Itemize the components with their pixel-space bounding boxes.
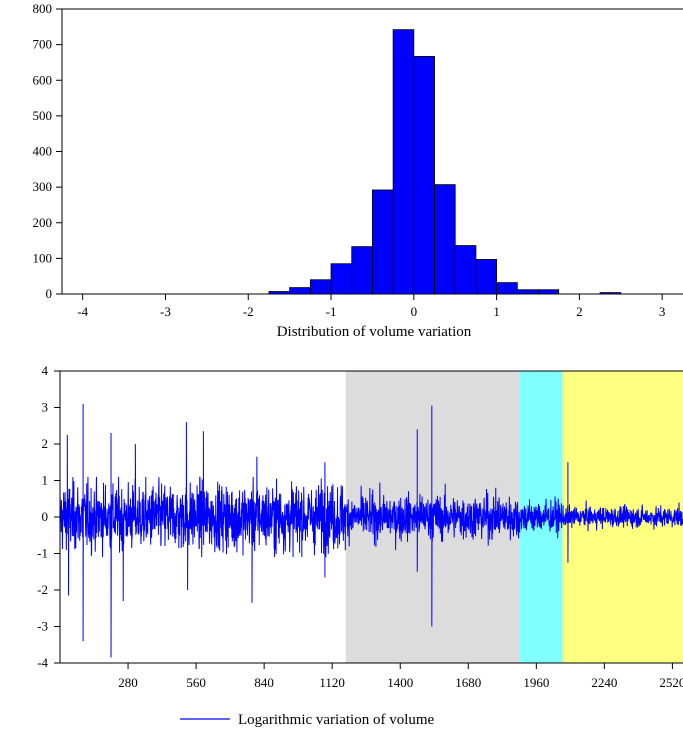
x-tick-label: 280 xyxy=(118,675,138,690)
histogram-bar xyxy=(496,282,518,295)
y-tick-label: -3 xyxy=(37,619,48,634)
y-tick-label: 400 xyxy=(33,144,53,159)
histogram-bar xyxy=(537,289,560,295)
histogram-bar xyxy=(372,189,394,295)
x-tick-label: -3 xyxy=(160,304,171,319)
timeseries-x-axis: 280 560 840 1120 1400 1680 1960 2240 2520 xyxy=(118,663,683,690)
histogram-bar xyxy=(351,246,373,295)
y-tick-label: -4 xyxy=(37,655,48,670)
x-tick-label: 840 xyxy=(254,675,274,690)
series-line xyxy=(59,403,683,658)
histogram-bar xyxy=(454,245,477,295)
histogram-bar xyxy=(392,29,415,295)
histogram-chart: 0 100 200 300 400 500 600 700 800 -4 -3 -2 -1 0 1 2 3 D… xyxy=(33,1,683,340)
x-tick-label: -2 xyxy=(243,304,254,319)
x-tick-label: 1120 xyxy=(319,675,345,690)
x-tick-label: 560 xyxy=(186,675,206,690)
y-tick-label: 500 xyxy=(33,108,53,123)
y-tick-label: 300 xyxy=(33,179,53,194)
x-tick-label: 1960 xyxy=(523,675,549,690)
histogram-bar xyxy=(330,263,353,295)
y-tick-label: 700 xyxy=(33,37,53,52)
histogram-bar xyxy=(599,292,622,295)
histogram-bar xyxy=(289,287,311,295)
y-tick-label: -1 xyxy=(37,546,48,561)
histogram-bar xyxy=(434,184,456,295)
y-tick-label: 600 xyxy=(33,72,53,87)
legend: Logarithmic variation of volume xyxy=(180,712,435,728)
y-tick-label: 0 xyxy=(46,286,53,301)
histogram-bar xyxy=(475,259,498,295)
y-tick-label: 800 xyxy=(33,1,53,16)
y-tick-label: 200 xyxy=(33,215,53,230)
x-tick-label: 1400 xyxy=(387,675,413,690)
y-tick-label: 4 xyxy=(42,363,49,378)
x-tick-label: 2 xyxy=(576,304,583,319)
histogram-bar xyxy=(268,291,291,295)
timeseries-plot-frame xyxy=(59,370,683,664)
x-tick-label: -4 xyxy=(77,304,88,319)
y-tick-label: 0 xyxy=(42,509,49,524)
histogram-bar xyxy=(413,55,435,295)
x-tick-label: 0 xyxy=(411,304,418,319)
timeseries-y-axis: -4 -3 -2 -1 0 1 2 3 4 xyxy=(37,363,60,670)
x-tick-label: 1680 xyxy=(455,675,481,690)
x-tick-label: 2240 xyxy=(591,675,617,690)
y-tick-label: 2 xyxy=(42,436,49,451)
x-tick-label: 1 xyxy=(493,304,500,319)
histogram-y-axis: 0 100 200 300 400 500 600 700 800 xyxy=(33,1,62,301)
x-tick-label: 2520 xyxy=(659,675,683,690)
legend-label: Logarithmic variation of volume xyxy=(238,712,435,728)
histogram-bar xyxy=(516,289,539,295)
histogram-bar xyxy=(309,279,332,295)
histogram-x-axis-title: Distribution of volume variation xyxy=(277,324,472,340)
histogram-bars xyxy=(268,29,622,295)
y-tick-label: 1 xyxy=(42,473,49,488)
y-tick-label: -2 xyxy=(37,582,48,597)
x-tick-label: 3 xyxy=(659,304,666,319)
x-tick-label: -1 xyxy=(326,304,337,319)
y-tick-label: 100 xyxy=(33,250,53,265)
y-tick-label: 3 xyxy=(42,400,49,415)
histogram-x-axis: -4 -3 -2 -1 0 1 2 3 xyxy=(77,294,665,319)
